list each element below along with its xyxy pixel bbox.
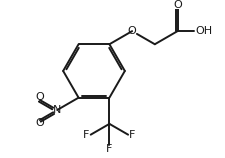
Text: O: O — [173, 0, 182, 10]
Text: F: F — [83, 130, 90, 140]
Text: OH: OH — [195, 26, 212, 36]
Text: F: F — [129, 130, 136, 140]
Text: N: N — [53, 105, 61, 115]
Text: O: O — [36, 118, 44, 128]
Text: O: O — [128, 26, 137, 36]
Text: O: O — [36, 92, 44, 102]
Text: F: F — [106, 144, 112, 154]
